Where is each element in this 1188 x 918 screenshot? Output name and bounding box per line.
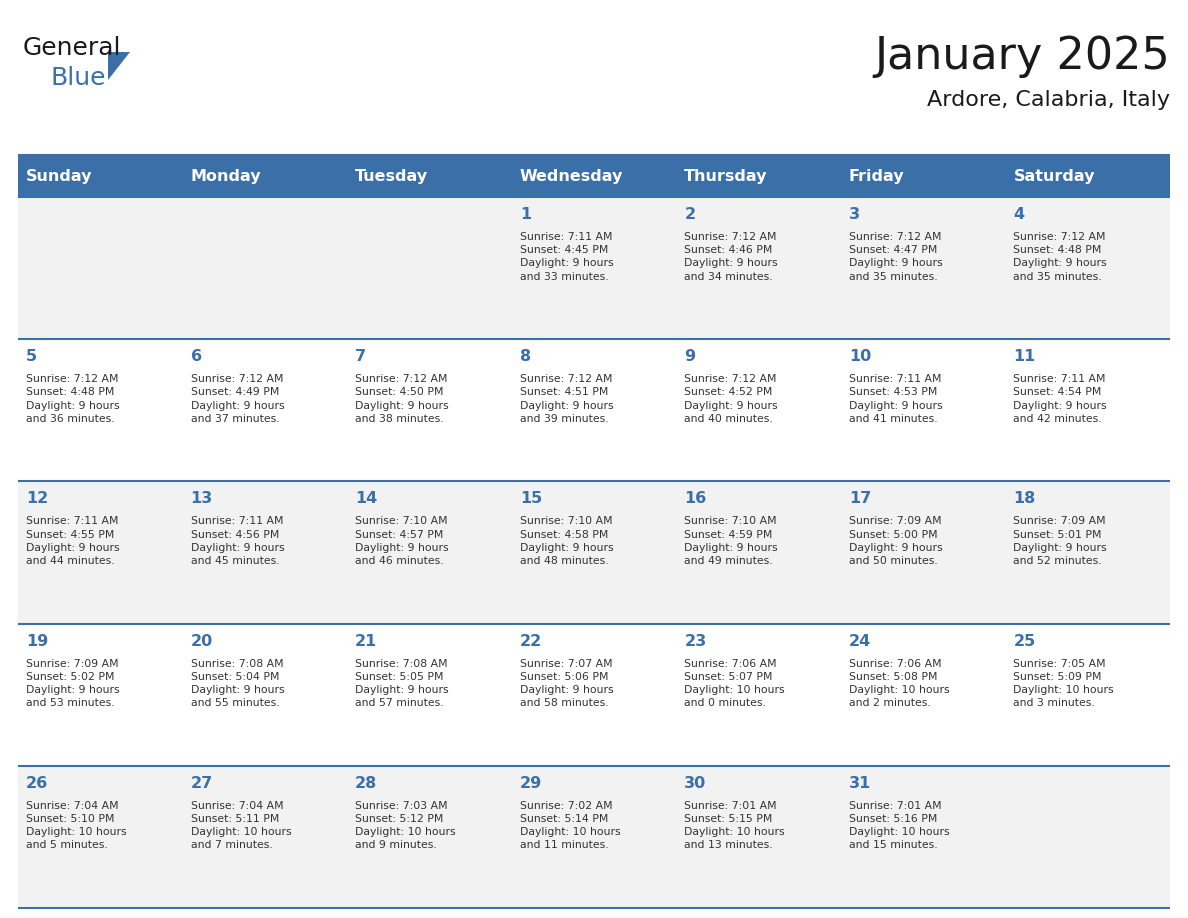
Text: 31: 31	[849, 776, 871, 790]
Text: Monday: Monday	[190, 169, 261, 184]
Text: Sunrise: 7:10 AM
Sunset: 4:58 PM
Daylight: 9 hours
and 48 minutes.: Sunrise: 7:10 AM Sunset: 4:58 PM Dayligh…	[519, 517, 613, 566]
Polygon shape	[108, 52, 129, 80]
Text: 2: 2	[684, 207, 695, 222]
Text: Sunrise: 7:12 AM
Sunset: 4:48 PM
Daylight: 9 hours
and 36 minutes.: Sunrise: 7:12 AM Sunset: 4:48 PM Dayligh…	[26, 375, 120, 424]
Text: Tuesday: Tuesday	[355, 169, 428, 184]
Bar	[18, 481, 1170, 623]
Text: 21: 21	[355, 633, 378, 649]
Text: Sunrise: 7:12 AM
Sunset: 4:49 PM
Daylight: 9 hours
and 37 minutes.: Sunrise: 7:12 AM Sunset: 4:49 PM Dayligh…	[190, 375, 284, 424]
Text: 10: 10	[849, 349, 871, 364]
Text: 3: 3	[849, 207, 860, 222]
Bar	[18, 766, 1170, 908]
Text: Sunrise: 7:04 AM
Sunset: 5:10 PM
Daylight: 10 hours
and 5 minutes.: Sunrise: 7:04 AM Sunset: 5:10 PM Dayligh…	[26, 800, 127, 850]
Text: Sunrise: 7:09 AM
Sunset: 5:00 PM
Daylight: 9 hours
and 50 minutes.: Sunrise: 7:09 AM Sunset: 5:00 PM Dayligh…	[849, 517, 942, 566]
Text: Friday: Friday	[849, 169, 904, 184]
Text: 22: 22	[519, 633, 542, 649]
Text: Sunrise: 7:12 AM
Sunset: 4:48 PM
Daylight: 9 hours
and 35 minutes.: Sunrise: 7:12 AM Sunset: 4:48 PM Dayligh…	[1013, 232, 1107, 282]
Text: Sunrise: 7:09 AM
Sunset: 5:02 PM
Daylight: 9 hours
and 53 minutes.: Sunrise: 7:09 AM Sunset: 5:02 PM Dayligh…	[26, 658, 120, 708]
Text: 30: 30	[684, 776, 707, 790]
Text: Saturday: Saturday	[1013, 169, 1095, 184]
Text: Sunrise: 7:08 AM
Sunset: 5:04 PM
Daylight: 9 hours
and 55 minutes.: Sunrise: 7:08 AM Sunset: 5:04 PM Dayligh…	[190, 658, 284, 708]
Text: 28: 28	[355, 776, 378, 790]
Text: Sunrise: 7:01 AM
Sunset: 5:15 PM
Daylight: 10 hours
and 13 minutes.: Sunrise: 7:01 AM Sunset: 5:15 PM Dayligh…	[684, 800, 785, 850]
Text: 25: 25	[1013, 633, 1036, 649]
Text: 5: 5	[26, 349, 37, 364]
Text: Sunrise: 7:10 AM
Sunset: 4:57 PM
Daylight: 9 hours
and 46 minutes.: Sunrise: 7:10 AM Sunset: 4:57 PM Dayligh…	[355, 517, 449, 566]
Text: 17: 17	[849, 491, 871, 507]
Text: General: General	[23, 36, 121, 60]
Text: 12: 12	[26, 491, 49, 507]
Text: 18: 18	[1013, 491, 1036, 507]
Text: Wednesday: Wednesday	[519, 169, 623, 184]
Text: January 2025: January 2025	[874, 35, 1170, 78]
Text: Sunrise: 7:11 AM
Sunset: 4:54 PM
Daylight: 9 hours
and 42 minutes.: Sunrise: 7:11 AM Sunset: 4:54 PM Dayligh…	[1013, 375, 1107, 424]
Text: Sunrise: 7:11 AM
Sunset: 4:56 PM
Daylight: 9 hours
and 45 minutes.: Sunrise: 7:11 AM Sunset: 4:56 PM Dayligh…	[190, 517, 284, 566]
Text: Sunrise: 7:12 AM
Sunset: 4:51 PM
Daylight: 9 hours
and 39 minutes.: Sunrise: 7:12 AM Sunset: 4:51 PM Dayligh…	[519, 375, 613, 424]
Text: 14: 14	[355, 491, 378, 507]
Text: Thursday: Thursday	[684, 169, 767, 184]
Bar	[18, 197, 1170, 339]
Text: Sunrise: 7:03 AM
Sunset: 5:12 PM
Daylight: 10 hours
and 9 minutes.: Sunrise: 7:03 AM Sunset: 5:12 PM Dayligh…	[355, 800, 456, 850]
Text: 6: 6	[190, 349, 202, 364]
Text: 29: 29	[519, 776, 542, 790]
Text: Sunrise: 7:12 AM
Sunset: 4:52 PM
Daylight: 9 hours
and 40 minutes.: Sunrise: 7:12 AM Sunset: 4:52 PM Dayligh…	[684, 375, 778, 424]
Text: 11: 11	[1013, 349, 1036, 364]
Text: Sunrise: 7:11 AM
Sunset: 4:55 PM
Daylight: 9 hours
and 44 minutes.: Sunrise: 7:11 AM Sunset: 4:55 PM Dayligh…	[26, 517, 120, 566]
Text: 27: 27	[190, 776, 213, 790]
Bar	[18, 623, 1170, 766]
Text: 24: 24	[849, 633, 871, 649]
Text: 16: 16	[684, 491, 707, 507]
Text: 13: 13	[190, 491, 213, 507]
Text: 23: 23	[684, 633, 707, 649]
Text: Sunrise: 7:02 AM
Sunset: 5:14 PM
Daylight: 10 hours
and 11 minutes.: Sunrise: 7:02 AM Sunset: 5:14 PM Dayligh…	[519, 800, 620, 850]
Text: 15: 15	[519, 491, 542, 507]
Text: Blue: Blue	[51, 66, 107, 90]
Text: Sunrise: 7:07 AM
Sunset: 5:06 PM
Daylight: 9 hours
and 58 minutes.: Sunrise: 7:07 AM Sunset: 5:06 PM Dayligh…	[519, 658, 613, 708]
Text: 4: 4	[1013, 207, 1024, 222]
Text: 7: 7	[355, 349, 366, 364]
Text: 20: 20	[190, 633, 213, 649]
Text: Sunrise: 7:11 AM
Sunset: 4:53 PM
Daylight: 9 hours
and 41 minutes.: Sunrise: 7:11 AM Sunset: 4:53 PM Dayligh…	[849, 375, 942, 424]
Text: 1: 1	[519, 207, 531, 222]
Text: Sunrise: 7:06 AM
Sunset: 5:08 PM
Daylight: 10 hours
and 2 minutes.: Sunrise: 7:06 AM Sunset: 5:08 PM Dayligh…	[849, 658, 949, 708]
Bar	[18, 339, 1170, 481]
Text: Sunrise: 7:11 AM
Sunset: 4:45 PM
Daylight: 9 hours
and 33 minutes.: Sunrise: 7:11 AM Sunset: 4:45 PM Dayligh…	[519, 232, 613, 282]
Text: 19: 19	[26, 633, 49, 649]
Text: Sunrise: 7:05 AM
Sunset: 5:09 PM
Daylight: 10 hours
and 3 minutes.: Sunrise: 7:05 AM Sunset: 5:09 PM Dayligh…	[1013, 658, 1114, 708]
Text: 8: 8	[519, 349, 531, 364]
Text: Sunrise: 7:12 AM
Sunset: 4:50 PM
Daylight: 9 hours
and 38 minutes.: Sunrise: 7:12 AM Sunset: 4:50 PM Dayligh…	[355, 375, 449, 424]
Text: 9: 9	[684, 349, 695, 364]
Text: Sunrise: 7:01 AM
Sunset: 5:16 PM
Daylight: 10 hours
and 15 minutes.: Sunrise: 7:01 AM Sunset: 5:16 PM Dayligh…	[849, 800, 949, 850]
Text: Sunrise: 7:09 AM
Sunset: 5:01 PM
Daylight: 9 hours
and 52 minutes.: Sunrise: 7:09 AM Sunset: 5:01 PM Dayligh…	[1013, 517, 1107, 566]
Text: 26: 26	[26, 776, 49, 790]
Text: Sunday: Sunday	[26, 169, 93, 184]
Text: Sunrise: 7:08 AM
Sunset: 5:05 PM
Daylight: 9 hours
and 57 minutes.: Sunrise: 7:08 AM Sunset: 5:05 PM Dayligh…	[355, 658, 449, 708]
Text: Sunrise: 7:12 AM
Sunset: 4:46 PM
Daylight: 9 hours
and 34 minutes.: Sunrise: 7:12 AM Sunset: 4:46 PM Dayligh…	[684, 232, 778, 282]
Bar	[18, 155, 1170, 197]
Text: Ardore, Calabria, Italy: Ardore, Calabria, Italy	[927, 90, 1170, 110]
Text: Sunrise: 7:10 AM
Sunset: 4:59 PM
Daylight: 9 hours
and 49 minutes.: Sunrise: 7:10 AM Sunset: 4:59 PM Dayligh…	[684, 517, 778, 566]
Text: Sunrise: 7:06 AM
Sunset: 5:07 PM
Daylight: 10 hours
and 0 minutes.: Sunrise: 7:06 AM Sunset: 5:07 PM Dayligh…	[684, 658, 785, 708]
Text: Sunrise: 7:12 AM
Sunset: 4:47 PM
Daylight: 9 hours
and 35 minutes.: Sunrise: 7:12 AM Sunset: 4:47 PM Dayligh…	[849, 232, 942, 282]
Text: Sunrise: 7:04 AM
Sunset: 5:11 PM
Daylight: 10 hours
and 7 minutes.: Sunrise: 7:04 AM Sunset: 5:11 PM Dayligh…	[190, 800, 291, 850]
